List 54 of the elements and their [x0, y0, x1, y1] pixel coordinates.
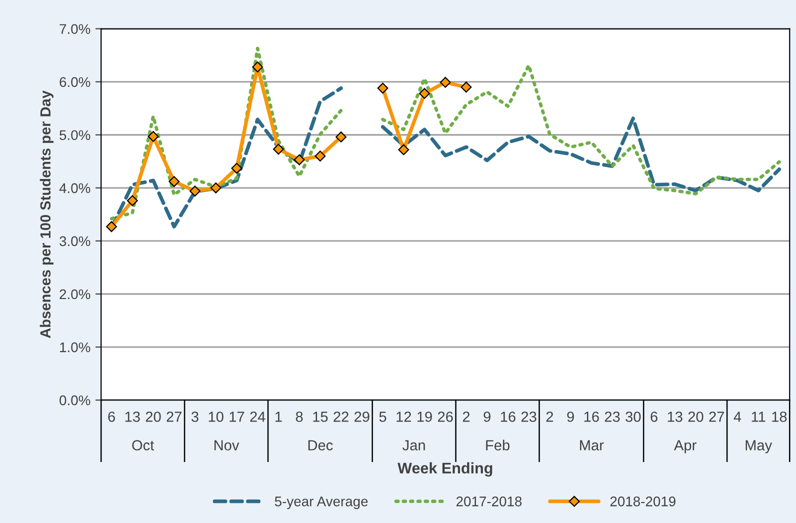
x-axis-title: Week Ending — [398, 462, 492, 477]
x-tick-label: 15 — [313, 412, 328, 422]
x-tick-label: 8 — [296, 412, 303, 422]
x-tick-label: 11 — [752, 412, 766, 422]
legend-label: 2018-2019 — [610, 496, 676, 506]
legend-label: 2017-2018 — [456, 496, 522, 506]
x-tick-label: 29 — [354, 412, 370, 422]
x-tick-label: 23 — [521, 412, 536, 422]
y-tick-label: 5.0% — [60, 130, 90, 140]
x-tick-label: 17 — [230, 412, 244, 422]
y-tick-label: 3.0% — [60, 236, 90, 246]
x-tick-label: 20 — [146, 412, 161, 422]
y-tick-label: 4.0% — [59, 183, 90, 194]
x-tick-label: 6 — [108, 412, 115, 422]
x-tick-label: 16 — [584, 412, 599, 422]
x-tick-label: 27 — [166, 412, 182, 422]
x-tick-label: 9 — [567, 412, 574, 422]
y-tick-label: 6.0% — [60, 77, 90, 87]
x-tick-label: 30 — [626, 412, 641, 422]
x-tick-label: 20 — [688, 412, 704, 422]
legend-label: 5-year Average — [274, 496, 368, 510]
text: Apr — [674, 440, 696, 454]
x-tick-label: 24 — [250, 412, 266, 422]
x-tick-label: 13 — [125, 412, 140, 422]
x-tick-label: 5 — [379, 412, 386, 422]
text: Jan — [402, 440, 425, 450]
x-tick-label: 6 — [650, 412, 658, 422]
x-tick-label: 4 — [734, 412, 742, 422]
x-tick-label: 3 — [191, 412, 198, 422]
x-tick-label: 18 — [772, 412, 787, 422]
y-axis-title: Absences per 100 Students per Day — [40, 90, 54, 338]
text: Nov — [214, 440, 240, 450]
y-tick-label: 0.0% — [60, 395, 90, 406]
text: Dec — [308, 440, 333, 450]
x-tick-label: 1 — [276, 412, 282, 422]
x-tick-label: 10 — [208, 412, 224, 422]
x-tick-label: 22 — [334, 412, 348, 422]
x-tick-label: 13 — [668, 412, 682, 422]
x-tick-label: 23 — [604, 412, 620, 422]
x-tick-label: 16 — [500, 412, 516, 422]
text: Feb — [486, 440, 510, 450]
x-tick-label: 12 — [396, 412, 412, 422]
text: May — [746, 440, 772, 454]
x-tick-label: 26 — [438, 412, 453, 422]
text: Oct — [132, 440, 154, 450]
y-tick-label: 2.0% — [60, 289, 90, 300]
x-tick-label: 9 — [484, 412, 490, 422]
y-tick-label: 1.0% — [60, 342, 90, 352]
text: Mar — [580, 440, 604, 450]
x-tick-label: 2 — [462, 412, 470, 422]
x-tick-label: 19 — [418, 412, 432, 422]
x-tick-label: 27 — [709, 412, 724, 422]
y-tick-label: 7.0% — [60, 24, 90, 34]
x-tick-label: 2 — [546, 412, 554, 422]
